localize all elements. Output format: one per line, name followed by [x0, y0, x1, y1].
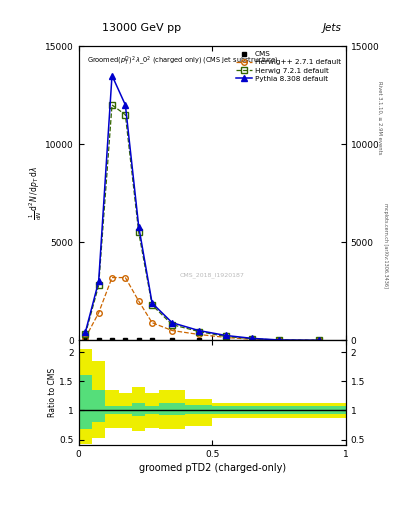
CMS: [83, 337, 88, 344]
CMS: [150, 337, 154, 344]
Text: CMS_2018_I1920187: CMS_2018_I1920187: [180, 273, 245, 279]
Herwig++ 2.7.1 default: [96, 310, 101, 316]
Herwig 7.2.1 default: [83, 331, 88, 337]
CMS: [317, 337, 321, 344]
Pythia 8.308 default: [277, 337, 281, 343]
Line: CMS: CMS: [83, 338, 321, 343]
Herwig++ 2.7.1 default: [250, 336, 255, 343]
Herwig 7.2.1 default: [136, 229, 141, 236]
Herwig++ 2.7.1 default: [317, 337, 321, 344]
CMS: [250, 337, 255, 344]
Text: 13000 GeV pp: 13000 GeV pp: [102, 23, 181, 33]
Herwig 7.2.1 default: [277, 337, 281, 343]
Herwig++ 2.7.1 default: [83, 335, 88, 341]
Text: Jets: Jets: [323, 23, 342, 33]
Herwig 7.2.1 default: [170, 322, 174, 328]
Herwig 7.2.1 default: [123, 112, 128, 118]
X-axis label: groomed pTD2 (charged-only): groomed pTD2 (charged-only): [139, 463, 286, 474]
Herwig++ 2.7.1 default: [223, 334, 228, 340]
Pythia 8.308 default: [317, 337, 321, 344]
Y-axis label: Ratio to CMS: Ratio to CMS: [48, 368, 57, 417]
Line: Herwig 7.2.1 default: Herwig 7.2.1 default: [83, 102, 322, 343]
Herwig 7.2.1 default: [223, 333, 228, 339]
Herwig 7.2.1 default: [317, 337, 321, 344]
Herwig 7.2.1 default: [196, 328, 201, 334]
Herwig 7.2.1 default: [150, 302, 154, 308]
Y-axis label: $\frac{1}{\mathrm{d}N}\,\mathrm{d}^2N\,/\,$$\mathrm{d}p_T\,\mathrm{d}\lambda$: $\frac{1}{\mathrm{d}N}\,\mathrm{d}^2N\,/…: [28, 166, 44, 220]
Herwig++ 2.7.1 default: [123, 274, 128, 281]
Line: Pythia 8.308 default: Pythia 8.308 default: [83, 73, 322, 343]
Text: mcplots.cern.ch [arXiv:1306.3436]: mcplots.cern.ch [arXiv:1306.3436]: [383, 203, 387, 288]
Legend: CMS, Herwig++ 2.7.1 default, Herwig 7.2.1 default, Pythia 8.308 default: CMS, Herwig++ 2.7.1 default, Herwig 7.2.…: [235, 50, 342, 83]
Herwig++ 2.7.1 default: [136, 298, 141, 304]
Text: Groomed$(p_T^D)^2\,\lambda\_0^2$ (charged only) (CMS jet substructure): Groomed$(p_T^D)^2\,\lambda\_0^2$ (charge…: [86, 55, 278, 68]
CMS: [136, 337, 141, 344]
CMS: [170, 337, 174, 344]
Herwig 7.2.1 default: [110, 102, 114, 108]
Pythia 8.308 default: [150, 300, 154, 306]
Herwig++ 2.7.1 default: [150, 319, 154, 326]
CMS: [123, 337, 128, 344]
Herwig++ 2.7.1 default: [110, 274, 114, 281]
CMS: [196, 337, 201, 344]
Herwig 7.2.1 default: [250, 336, 255, 342]
Pythia 8.308 default: [96, 279, 101, 285]
Pythia 8.308 default: [123, 102, 128, 108]
Pythia 8.308 default: [110, 72, 114, 78]
Herwig++ 2.7.1 default: [277, 337, 281, 343]
Line: Herwig++ 2.7.1 default: Herwig++ 2.7.1 default: [83, 275, 322, 343]
Herwig++ 2.7.1 default: [196, 331, 201, 337]
Herwig 7.2.1 default: [96, 282, 101, 288]
Herwig++ 2.7.1 default: [170, 328, 174, 334]
Pythia 8.308 default: [136, 224, 141, 230]
Pythia 8.308 default: [223, 332, 228, 338]
CMS: [277, 337, 281, 344]
Pythia 8.308 default: [170, 319, 174, 326]
Pythia 8.308 default: [196, 328, 201, 334]
CMS: [110, 337, 114, 344]
CMS: [223, 337, 228, 344]
Pythia 8.308 default: [250, 335, 255, 342]
CMS: [96, 337, 101, 344]
Pythia 8.308 default: [83, 329, 88, 335]
Text: Rivet 3.1.10, ≥ 2.9M events: Rivet 3.1.10, ≥ 2.9M events: [377, 81, 382, 155]
